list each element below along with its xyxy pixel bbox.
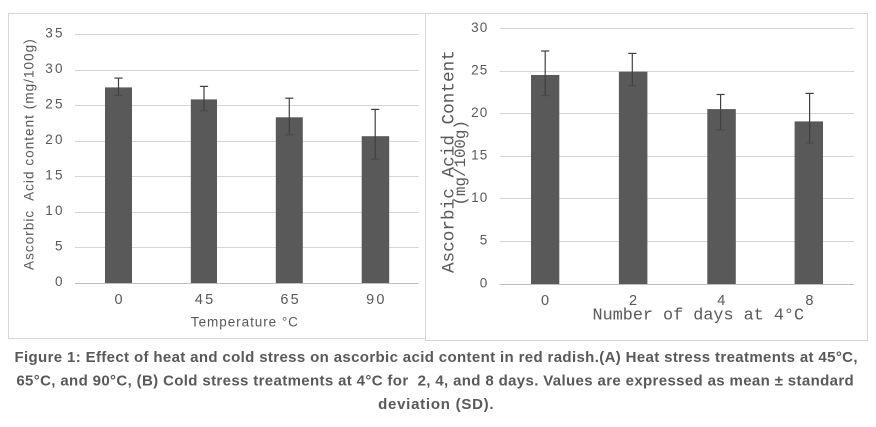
svg-text:10: 10 [471,190,488,205]
svg-text:65°C, and 90°C, (B) Cold stres: 65°C, and 90°C, (B) Cold stress treatmen… [16,373,854,390]
svg-text:2: 2 [629,293,637,309]
svg-text:0: 0 [541,293,549,309]
svg-text:4: 4 [717,293,725,309]
svg-text:45: 45 [195,292,216,308]
svg-text:15: 15 [471,148,488,163]
svg-text:65: 65 [280,292,301,308]
svg-text:5: 5 [480,233,489,248]
svg-text:(mg/100g): (mg/100g) [452,120,470,205]
svg-text:90: 90 [366,292,387,308]
svg-text:Ascorbic Acid content (mg/100: Ascorbic Acid content (mg/100g) [22,38,37,270]
svg-text:10: 10 [45,203,64,218]
svg-text:0: 0 [114,292,124,308]
svg-text:20: 20 [45,132,64,147]
svg-text:5: 5 [55,239,65,254]
svg-text:0: 0 [480,275,489,290]
svg-text:30: 30 [45,61,64,76]
svg-text:Figure 1: Effect of heat and c: Figure 1: Effect of heat and cold stress… [14,349,857,366]
svg-text:8: 8 [805,293,813,309]
svg-text:15: 15 [45,168,64,183]
svg-text:25: 25 [471,62,488,77]
svg-text:20: 20 [471,105,488,120]
svg-text:30: 30 [471,20,488,35]
svg-text:deviation (SD).: deviation (SD). [378,396,494,413]
svg-text:35: 35 [45,26,64,41]
svg-text:Temperature °C: Temperature °C [191,315,299,330]
svg-text:25: 25 [45,97,64,112]
svg-text:Number of days at 4°C: Number of days at 4°C [593,307,804,326]
svg-text:Ascorbic Acid Content: Ascorbic Acid Content [440,50,460,273]
svg-text:0: 0 [55,274,65,289]
